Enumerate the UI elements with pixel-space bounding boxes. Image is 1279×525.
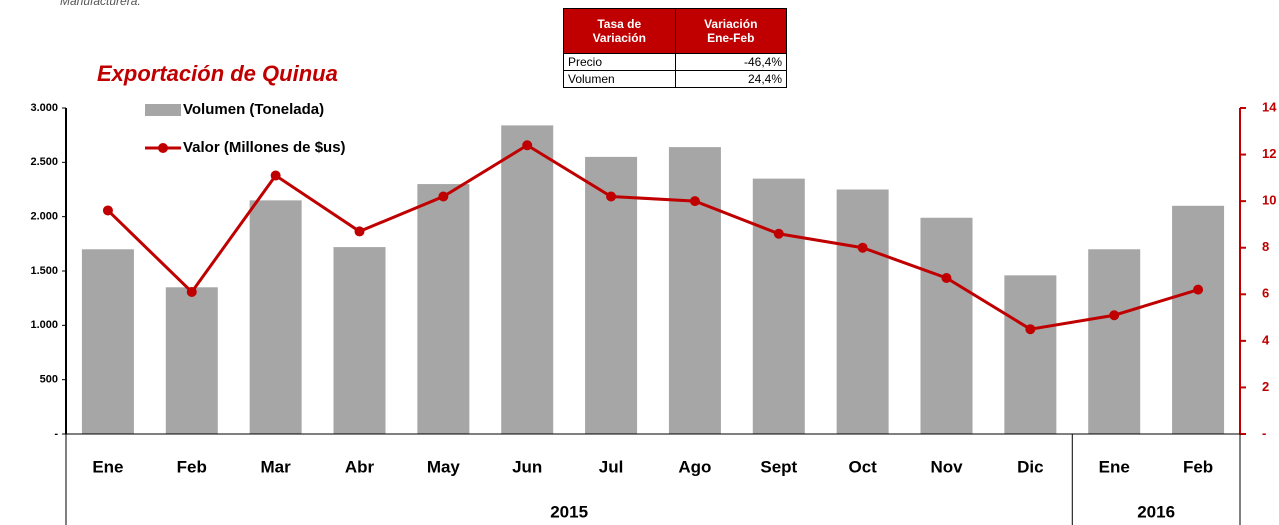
y-tick-label: 3.000 <box>30 102 58 114</box>
x-tick-label: Nov <box>930 457 963 476</box>
x-tick-label: Ene <box>1099 457 1130 476</box>
y-tick-label: 500 <box>40 374 58 386</box>
group-label: 2015 <box>550 502 588 521</box>
bar <box>1088 249 1141 434</box>
y2-tick-label: 2 <box>1262 379 1269 394</box>
line <box>106 143 1199 331</box>
x-tick-label: Jun <box>512 457 542 476</box>
table-header: Tasa de Variación <box>563 8 676 54</box>
y2-tick-label: 6 <box>1262 286 1269 301</box>
bar <box>1004 275 1057 434</box>
point <box>1109 310 1120 321</box>
bar <box>165 287 218 434</box>
point <box>773 228 784 239</box>
table-cell: Volumen <box>563 70 676 88</box>
legend-label: Valor (Millones de $us) <box>183 139 346 156</box>
x-tick-label: Feb <box>1183 457 1213 476</box>
point <box>438 191 449 202</box>
x-tick-label: Jul <box>599 457 624 476</box>
point <box>354 226 365 237</box>
point <box>941 272 952 283</box>
bar <box>585 156 638 434</box>
point <box>857 242 868 253</box>
y2-tick-label: 12 <box>1262 146 1276 161</box>
chart-title: Exportación de Quinua <box>97 61 338 86</box>
point <box>186 286 197 297</box>
x-tick-label: Ene <box>92 457 123 476</box>
x-tick-label: Abr <box>345 457 375 476</box>
table-cell: 24,4% <box>674 70 787 88</box>
x-tick-label: Sept <box>760 457 797 476</box>
y2-tick-label: - <box>1262 425 1266 440</box>
bar <box>249 200 302 434</box>
x-tick-label: Ago <box>678 457 711 476</box>
y-tick-label: 2.000 <box>30 211 58 223</box>
y2-tick-label: 4 <box>1262 332 1270 347</box>
legend-label: Volumen (Tonelada) <box>183 101 324 118</box>
legend-swatch <box>158 143 168 153</box>
y2-tick-label: 10 <box>1262 193 1276 208</box>
y-tick-label: - <box>54 428 58 440</box>
bar <box>81 249 134 434</box>
point <box>689 196 700 207</box>
group-label: 2016 <box>1137 502 1175 521</box>
x-tick-label: May <box>427 457 461 476</box>
y2-tick-label: 8 <box>1262 239 1269 254</box>
bar <box>417 184 470 434</box>
y2-tick-label: 14 <box>1262 99 1277 114</box>
variation-table: Tasa de Variación Variación Ene-Feb Preci… <box>563 8 787 88</box>
point <box>1193 284 1204 295</box>
table-cell: Precio <box>563 53 676 71</box>
bar <box>1172 205 1225 434</box>
x-tick-label: Oct <box>848 457 877 476</box>
note: Manufacturera. <box>60 0 141 8</box>
x-tick-label: Mar <box>261 457 292 476</box>
bar <box>333 247 386 434</box>
y-tick-label: 1.000 <box>30 319 58 331</box>
point <box>606 191 617 202</box>
x-tick-label: Feb <box>177 457 207 476</box>
legend-swatch <box>145 104 181 116</box>
y-tick-label: 1.500 <box>30 265 58 277</box>
x-tick-label: Dic <box>1017 457 1043 476</box>
table-header: Variación Ene-Feb <box>674 8 787 54</box>
point <box>522 140 533 151</box>
bar <box>836 189 889 434</box>
y-tick-label: 2.500 <box>30 156 58 168</box>
point <box>1025 324 1036 335</box>
bar <box>668 147 721 434</box>
table-cell: -46,4% <box>674 53 787 71</box>
point <box>270 170 281 181</box>
point <box>102 205 113 216</box>
bar <box>752 178 805 434</box>
bar <box>501 125 554 435</box>
bar <box>920 217 973 434</box>
